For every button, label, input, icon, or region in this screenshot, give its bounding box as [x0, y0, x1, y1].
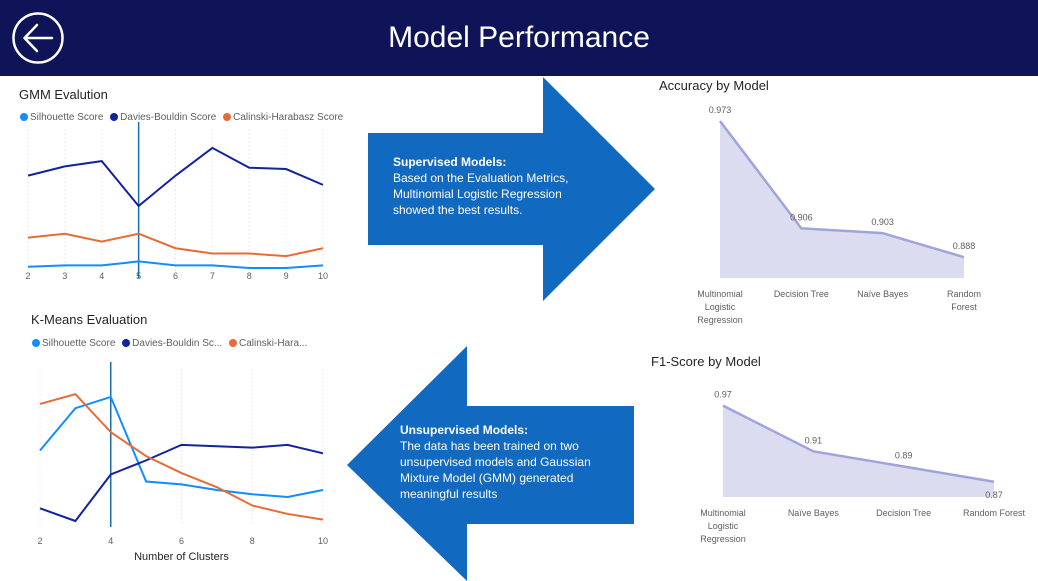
- gmm-legend-calinski[interactable]: Calinski-Harabasz Score: [223, 112, 343, 123]
- category-label: Forest: [951, 302, 977, 312]
- data-label: 0.87: [985, 490, 1003, 500]
- series-line-silhouette: [39, 395, 324, 499]
- kmeans-legend[interactable]: Silhouette Score Davies-Bouldin Sc... Ca…: [32, 338, 311, 349]
- legend-label: Calinski-Harabasz Score: [233, 112, 344, 123]
- legend-dot-icon: [223, 113, 232, 121]
- category-label: Regression: [697, 315, 743, 325]
- category-label: Random: [947, 289, 981, 299]
- x-tick-label: 4: [99, 271, 104, 281]
- legend-dot-icon: [229, 339, 237, 347]
- x-tick-label: 9: [284, 271, 289, 281]
- kmeans-legend-davies[interactable]: Davies-Bouldin Sc...: [122, 338, 222, 349]
- gmm-chart-title: GMM Evalution: [19, 87, 108, 102]
- legend-dot-icon: [110, 113, 119, 121]
- category-label: Naïve Bayes: [788, 508, 840, 518]
- area-fill: [720, 121, 964, 279]
- x-axis-title: Number of Clusters: [134, 551, 229, 563]
- data-label: 0.91: [805, 435, 823, 445]
- category-label: Logistic: [705, 302, 736, 312]
- series-line-davies-bouldin: [27, 146, 324, 208]
- category-label: Multinomial: [697, 289, 743, 299]
- f1-chart-title: F1-Score by Model: [651, 354, 761, 369]
- unsupervised-note: Unsupervised Models: The data has been t…: [400, 422, 620, 502]
- legend-dot-icon: [32, 339, 40, 347]
- legend-label: Silhouette Score: [30, 112, 104, 123]
- supervised-heading: Supervised Models:: [393, 155, 507, 169]
- category-label: Naïve Bayes: [857, 289, 909, 299]
- x-tick-label: 7: [210, 271, 215, 281]
- x-tick-label: 8: [250, 536, 255, 546]
- x-tick-label: 6: [179, 536, 184, 546]
- data-label: 0.973: [709, 105, 732, 115]
- data-label: 0.97: [714, 390, 732, 400]
- unsupervised-heading: Unsupervised Models:: [400, 423, 529, 437]
- page-title: Model Performance: [388, 21, 650, 54]
- gmm-legend-davies[interactable]: Davies-Bouldin Score: [110, 112, 216, 123]
- legend-label: Davies-Bouldin Sc...: [132, 338, 223, 349]
- back-arrow-icon[interactable]: [12, 12, 64, 64]
- kmeans-legend-calinski[interactable]: Calinski-Hara...: [229, 338, 307, 349]
- x-tick-label: 10: [318, 536, 328, 546]
- kmeans-legend-silhouette[interactable]: Silhouette Score: [32, 338, 115, 349]
- category-label: Multinomial: [700, 508, 746, 518]
- data-label: 0.89: [895, 451, 913, 461]
- category-label: Logistic: [708, 521, 739, 531]
- x-tick-label: 3: [62, 271, 67, 281]
- x-tick-label: 6: [173, 271, 178, 281]
- category-label: Regression: [700, 534, 746, 544]
- category-label: Random Forest: [963, 508, 1026, 518]
- data-label: 0.906: [790, 212, 813, 222]
- series-line-silhouette: [27, 260, 324, 270]
- kmeans-chart-title: K-Means Evaluation: [31, 312, 148, 327]
- series-line-calinski-harabasz: [27, 232, 324, 258]
- legend-dot-icon: [20, 113, 28, 121]
- gmm-legend-silhouette[interactable]: Silhouette Score: [20, 112, 103, 123]
- area-line: [722, 404, 995, 484]
- legend-dot-icon: [122, 339, 131, 347]
- supervised-note: Supervised Models: Based on the Evaluati…: [393, 154, 603, 218]
- category-label: Decision Tree: [876, 508, 931, 518]
- gmm-legend[interactable]: Silhouette Score Davies-Bouldin Score Ca…: [20, 112, 347, 123]
- area-line: [719, 120, 965, 259]
- header-bar: Model Performance: [0, 0, 1038, 76]
- x-tick-label: 2: [25, 271, 30, 281]
- accuracy-chart-title: Accuracy by Model: [659, 78, 769, 93]
- area-fill: [723, 405, 994, 497]
- supervised-body: Based on the Evaluation Metrics, Multino…: [393, 171, 569, 217]
- unsupervised-body: The data has been trained on two unsuper…: [400, 439, 591, 501]
- data-label: 0.888: [953, 241, 976, 251]
- legend-label: Calinski-Hara...: [239, 338, 308, 349]
- x-tick-label: 4: [108, 536, 113, 546]
- legend-label: Silhouette Score: [42, 338, 116, 349]
- series-line-davies-bouldin: [39, 443, 324, 523]
- category-label: Decision Tree: [774, 289, 829, 299]
- data-label: 0.903: [871, 217, 894, 227]
- x-tick-label: 2: [37, 536, 42, 546]
- series-line-calinski-harabasz: [39, 392, 324, 521]
- x-tick-label: 8: [247, 271, 252, 281]
- legend-label: Davies-Bouldin Score: [120, 112, 217, 123]
- x-tick-label: 10: [318, 271, 328, 281]
